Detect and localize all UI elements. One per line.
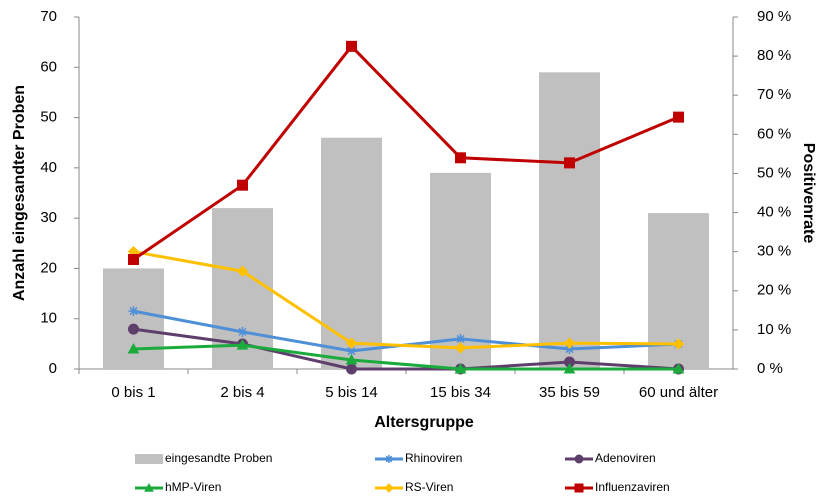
y-tick-label: 70 — [40, 8, 57, 25]
legend-label: Influenzaviren — [595, 480, 670, 494]
marker — [672, 362, 685, 374]
marker — [564, 157, 575, 169]
marker — [237, 179, 248, 191]
marker — [454, 362, 467, 374]
marker — [564, 344, 575, 355]
line — [133, 250, 679, 350]
legend-label: hMP-Viren — [165, 480, 221, 494]
marker — [144, 482, 154, 492]
marker — [128, 323, 139, 335]
x-tick-label: 5 bis 14 — [325, 384, 378, 401]
legend-label: eingesandte Proben — [165, 451, 272, 465]
marker — [563, 337, 576, 349]
legend-label: Rhinoviren — [405, 451, 462, 465]
y-tick-label: 20 — [40, 259, 57, 276]
marker — [454, 342, 467, 354]
marker — [384, 483, 394, 493]
legend-label: RS-Viren — [405, 480, 453, 494]
line — [133, 327, 679, 371]
marker — [574, 454, 584, 464]
x-tick-label: 2 bis 4 — [220, 384, 264, 401]
marker — [127, 343, 140, 354]
y2-tick-label: 50 % — [757, 164, 791, 181]
y2-tick-label: 40 % — [757, 204, 791, 221]
y-tick-label: 10 — [40, 310, 57, 327]
y2-tick-label: 10 % — [757, 321, 791, 338]
x-tick-label: 0 bis 1 — [111, 384, 155, 401]
marker — [237, 326, 248, 337]
bar — [102, 268, 165, 369]
x-axis-title: Altersgruppe — [374, 414, 474, 431]
y2-axis-title: Positivenrate — [800, 143, 817, 244]
marker — [673, 111, 684, 123]
line — [132, 44, 680, 261]
y-tick-label: 30 — [40, 209, 57, 226]
marker — [574, 483, 584, 493]
marker — [128, 253, 139, 265]
marker — [346, 363, 357, 375]
y2-tick-label: 30 % — [757, 243, 791, 260]
bar — [320, 137, 383, 369]
marker — [385, 455, 393, 463]
y2-tick-label: 60 % — [757, 125, 791, 142]
y2-tick-label: 90 % — [757, 8, 791, 25]
legend-label: Adenoviren — [595, 451, 656, 465]
y-tick-label: 50 — [40, 109, 57, 126]
y-tick-label: 0 — [49, 360, 57, 377]
marker — [236, 265, 249, 277]
y2-tick-label: 80 % — [757, 47, 791, 64]
marker — [563, 362, 576, 374]
marker — [455, 333, 466, 344]
marker — [236, 339, 249, 350]
y2-tick-label: 20 % — [757, 282, 791, 299]
marker — [455, 152, 466, 164]
y-axis-title: Anzahl eingesandter Proben — [11, 85, 28, 301]
legend-swatch — [135, 454, 163, 464]
y2-tick-label: 0 % — [757, 360, 783, 377]
x-tick-label: 15 bis 34 — [430, 384, 491, 401]
y-tick-label: 60 — [40, 58, 57, 75]
y-tick-label: 40 — [40, 159, 57, 176]
bar — [538, 72, 601, 370]
x-tick-label: 60 und älter — [639, 384, 718, 401]
marker — [346, 346, 357, 357]
x-tick-label: 35 bis 59 — [539, 384, 600, 401]
line — [133, 343, 679, 371]
marker — [345, 353, 358, 365]
y2-tick-label: 70 % — [757, 86, 791, 103]
marker — [672, 338, 685, 350]
marker — [346, 40, 357, 52]
marker — [128, 306, 139, 317]
marker — [345, 337, 358, 349]
